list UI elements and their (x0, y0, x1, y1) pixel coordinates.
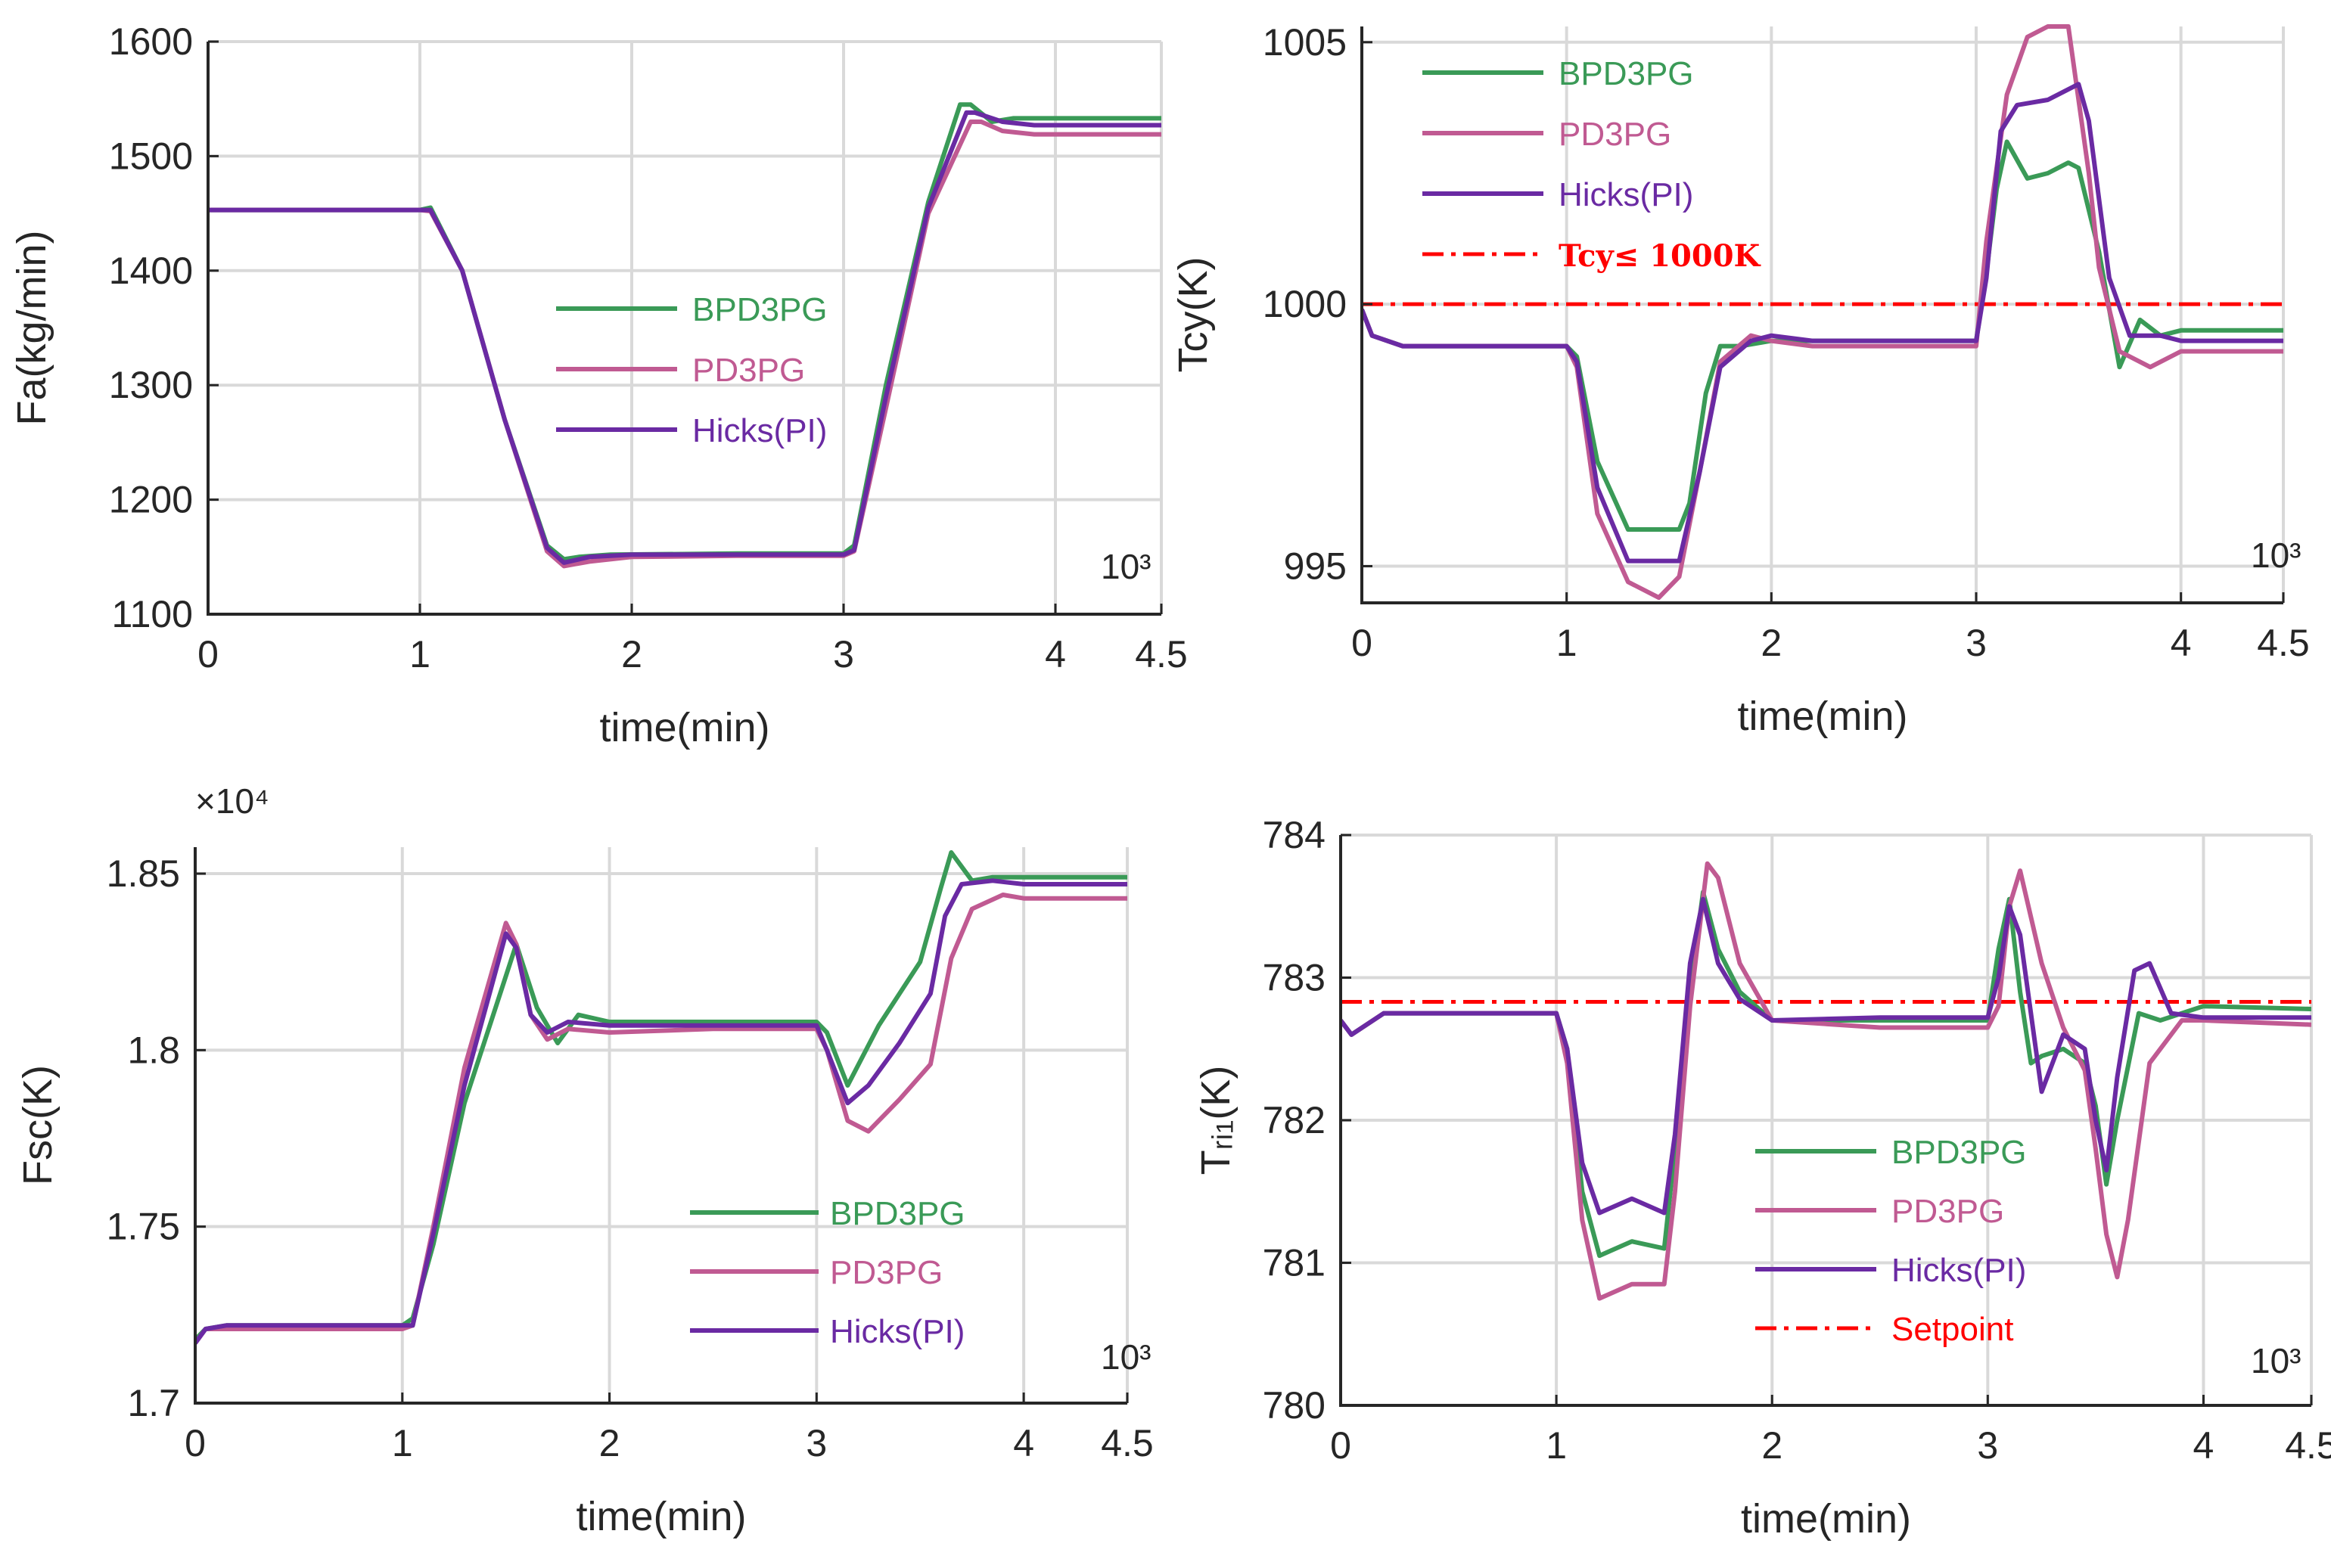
y-tick-label: 783 (1263, 957, 1326, 999)
y-tick-label: 780 (1263, 1384, 1326, 1427)
legend-label: Hicks(PI) (830, 1313, 965, 1350)
y-tick-label: 1200 (109, 479, 193, 521)
x-tick-label: 1 (409, 633, 430, 675)
x-tick-label: 4.5 (2257, 622, 2310, 664)
series-line-bpd3pg (208, 102, 1161, 562)
legend-label: Hicks(PI) (1891, 1252, 2026, 1289)
y-tick-label: 1005 (1263, 21, 1347, 64)
x-tick-label: 2 (1761, 1424, 1782, 1467)
y-tick-label: 1.8 (127, 1029, 180, 1071)
x-tick-label: 0 (197, 633, 219, 675)
x-tick-label: 4 (1013, 1422, 1034, 1464)
y-axis-label: Tcy(K) (1170, 257, 1216, 373)
panel-tcy: 0 1 2 3 4 4.5 995 1000 1005 time(min) Tcy(K) 10³ BPD… (1170, 21, 2310, 739)
legend-label: Tcy≤ 1000K (1559, 238, 1761, 274)
corner-label: 10³ (2251, 1341, 2301, 1380)
y-tick-label: 1100 (111, 593, 193, 635)
x-axis-label: time(min) (1738, 694, 1908, 739)
legend-label: Hicks(PI) (1559, 176, 1693, 213)
panel-tri1: 0 1 2 3 4 4.5 780 781 782 783 784 time(min) Tᵣᵢ₁(K) 1… (1193, 814, 2331, 1542)
x-tick-label: 4 (1045, 633, 1066, 675)
series-line-pd3pg (1362, 24, 2283, 601)
legend-label: BPD3PG (692, 291, 828, 328)
y-tick-label: 1400 (109, 250, 193, 292)
x-axis-label: time(min) (600, 705, 770, 750)
exponent-label: ×10⁴ (195, 781, 269, 821)
series-line-hickspi (1341, 896, 2311, 1216)
y-tick-label: 782 (1263, 1099, 1326, 1141)
corner-label: 10³ (2251, 536, 2301, 575)
legend-label: BPD3PG (1559, 55, 1694, 92)
y-tick-label: 781 (1263, 1242, 1326, 1284)
y-tick-label: 1300 (109, 364, 193, 406)
y-axis-label: Fsc(K) (15, 1065, 61, 1185)
x-tick-label: 4.5 (2285, 1424, 2331, 1467)
legend-label: BPD3PG (830, 1195, 965, 1232)
x-tick-label: 2 (621, 633, 642, 675)
panel-fa: 0 1 2 3 4 4.5 1100 1200 1300 1400 1500 1600 time(min… (9, 20, 1188, 750)
legend-label: PD3PG (830, 1254, 943, 1291)
legend-label: PD3PG (692, 352, 805, 389)
y-tick-label: 995 (1284, 545, 1347, 588)
x-tick-label: 4 (2193, 1424, 2214, 1467)
legend-label: PD3PG (1559, 116, 1671, 153)
legend-label: Setpoint (1891, 1311, 2013, 1348)
y-tick-label: 1500 (109, 135, 193, 177)
x-tick-label: 3 (806, 1422, 827, 1464)
y-tick-label: 1000 (1263, 283, 1347, 325)
x-tick-label: 4.5 (1135, 633, 1188, 675)
y-axis-label: Fa(kg/min) (9, 230, 54, 425)
y-tick-label: 784 (1263, 814, 1326, 856)
x-tick-label: 3 (833, 633, 854, 675)
x-tick-label: 0 (1330, 1424, 1351, 1467)
y-tick-label: 1600 (109, 20, 193, 63)
series-line-bpd3pg (1341, 890, 2311, 1259)
x-axis-label: time(min) (1741, 1496, 1911, 1542)
x-tick-label: 2 (1761, 622, 1782, 664)
x-tick-label: 4 (2171, 622, 2192, 664)
x-tick-label: 3 (1977, 1424, 1998, 1467)
series-line-hickspi (1362, 82, 2283, 564)
x-tick-label: 0 (1351, 622, 1372, 664)
series-line-hickspi (208, 110, 1161, 565)
x-tick-label: 1 (1556, 622, 1577, 664)
x-tick-label: 0 (185, 1422, 206, 1464)
series-line-pd3pg (1341, 861, 2311, 1301)
y-tick-label: 1.7 (127, 1382, 180, 1424)
legend-label: BPD3PG (1891, 1134, 2027, 1171)
x-tick-label: 2 (599, 1422, 620, 1464)
y-tick-label: 1.75 (107, 1206, 180, 1248)
series-line-hickspi (195, 878, 1127, 1345)
corner-label: 10³ (1101, 1337, 1151, 1377)
panel-fsc: 0 1 2 3 4 4.5 1.7 1.75 1.8 1.85 time(min) Fsc(K) 10³… (15, 781, 1154, 1539)
y-axis-label: Tᵣᵢ₁(K) (1193, 1066, 1239, 1175)
y-tick-label: 1.85 (107, 852, 180, 895)
x-tick-label: 1 (1546, 1424, 1567, 1467)
series-line-bpd3pg (195, 850, 1127, 1342)
x-tick-label: 4.5 (1101, 1422, 1154, 1464)
x-tick-label: 3 (1966, 622, 1987, 664)
x-axis-label: time(min) (577, 1494, 747, 1539)
x-tick-label: 1 (392, 1422, 413, 1464)
corner-label: 10³ (1101, 547, 1151, 586)
legend-label: Hicks(PI) (692, 412, 827, 449)
legend-label: PD3PG (1891, 1193, 2004, 1230)
series-line-pd3pg (195, 893, 1127, 1345)
